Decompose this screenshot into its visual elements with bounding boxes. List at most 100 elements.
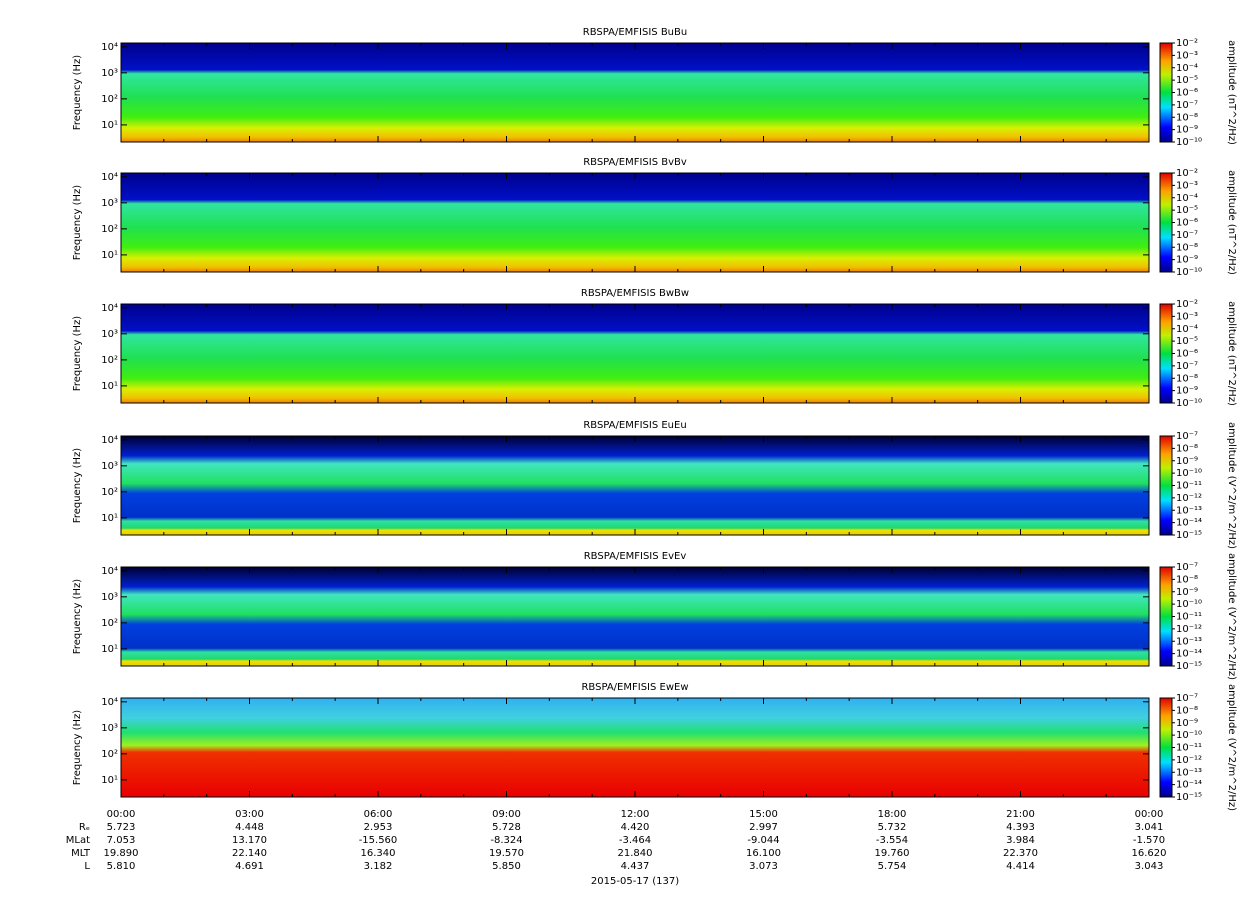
- colorbar-tick-label: 10⁻⁶: [1176, 88, 1198, 99]
- colorbar: [1159, 697, 1173, 798]
- y-tick-label: 10⁴: [101, 566, 118, 577]
- x-tick-label: 12:00: [621, 809, 650, 820]
- x-tick-label: 00:00: [1135, 809, 1164, 820]
- colorbar-tick-label: 10⁻¹¹: [1176, 612, 1202, 623]
- colorbar-tick-label: 10⁻¹⁰: [1176, 137, 1202, 148]
- y-tick-label: 10¹: [101, 775, 118, 786]
- colorbar-label: amplitude (V^2/m^2/Hz): [1226, 553, 1237, 680]
- y-tick-label: 10⁴: [101, 303, 118, 314]
- ephemeris-label: MLat: [66, 835, 90, 846]
- date-label: 2015-05-17 (137): [591, 876, 679, 887]
- ephemeris-value: -3.554: [876, 835, 908, 846]
- ephemeris-value: 2.997: [749, 822, 778, 833]
- y-axis-label: Frequency (Hz): [72, 710, 83, 786]
- colorbar-tick-label: 10⁻⁹: [1176, 255, 1198, 266]
- ephemeris-value: 4.448: [235, 822, 264, 833]
- colorbar-tick-label: 10⁻⁴: [1176, 324, 1198, 335]
- x-tick-label: 18:00: [878, 809, 907, 820]
- colorbar-tick-label: 10⁻⁷: [1176, 230, 1198, 241]
- colorbar-tick-label: 10⁻¹⁰: [1176, 599, 1202, 610]
- colorbar-tick-label: 10⁻¹³: [1176, 767, 1202, 778]
- ephemeris-value: 5.723: [107, 822, 136, 833]
- colorbar-tick-label: 10⁻⁴: [1176, 63, 1198, 74]
- ephemeris-value: 4.437: [621, 861, 650, 872]
- ephemeris-value: 3.984: [1006, 835, 1035, 846]
- spectrogram-image: [121, 304, 1149, 403]
- colorbar-label: amplitude (nT^2/Hz): [1226, 40, 1237, 145]
- colorbar: [1159, 42, 1173, 143]
- ephemeris-value: 16.100: [746, 848, 781, 859]
- panel-title: RBSPA/EMFISIS BvBv: [583, 157, 687, 168]
- y-tick-label: 10²: [101, 749, 118, 760]
- ephemeris-value: 4.691: [235, 861, 264, 872]
- ephemeris-value: 5.728: [492, 822, 521, 833]
- y-tick-label: 10³: [101, 592, 118, 603]
- colorbar-tick-label: 10⁻²: [1176, 299, 1198, 310]
- ephemeris-value: 4.414: [1006, 861, 1035, 872]
- ephemeris-value: 19.570: [489, 848, 524, 859]
- colorbar-tick-label: 10⁻²: [1176, 168, 1198, 179]
- ephemeris-label: L: [84, 861, 90, 872]
- ephemeris-value: -1.570: [1133, 835, 1165, 846]
- ephemeris-value: 16.620: [1132, 848, 1167, 859]
- y-axis-label: Frequency (Hz): [72, 316, 83, 392]
- y-tick-label: 10³: [101, 198, 118, 209]
- y-axis-label: Frequency (Hz): [72, 579, 83, 655]
- ephemeris-value: 13.170: [232, 835, 267, 846]
- ephemeris-value: 22.370: [1003, 848, 1038, 859]
- y-tick-label: 10²: [101, 224, 118, 235]
- colorbar-tick-label: 10⁻⁸: [1176, 443, 1198, 454]
- ephemeris-value: 19.760: [875, 848, 910, 859]
- colorbar-label: amplitude (nT^2/Hz): [1226, 170, 1237, 275]
- colorbar-tick-label: 10⁻¹⁰: [1176, 730, 1202, 741]
- colorbar: [1159, 303, 1173, 404]
- colorbar-tick-label: 10⁻¹⁰: [1176, 267, 1202, 278]
- colorbar-label: amplitude (nT^2/Hz): [1226, 301, 1237, 406]
- colorbar-tick-label: 10⁻³: [1176, 311, 1198, 322]
- colorbar-tick-label: 10⁻¹²: [1176, 493, 1202, 504]
- panel-title: RBSPA/EMFISIS EuEu: [583, 420, 686, 431]
- colorbar-tick-label: 10⁻⁵: [1176, 75, 1198, 86]
- ephemeris-value: 19.890: [104, 848, 139, 859]
- x-tick-label: 15:00: [749, 809, 778, 820]
- colorbar-tick-label: 10⁻¹⁴: [1176, 518, 1202, 529]
- colorbar-tick-label: 10⁻⁴: [1176, 193, 1198, 204]
- ephemeris-value: 2.953: [364, 822, 393, 833]
- ephemeris-value: 3.182: [364, 861, 393, 872]
- ephemeris-value: 3.043: [1135, 861, 1164, 872]
- panel-title: RBSPA/EMFISIS BwBw: [581, 288, 689, 299]
- panel-title: RBSPA/EMFISIS EwEw: [581, 682, 688, 693]
- colorbar-tick-label: 10⁻⁹: [1176, 718, 1198, 729]
- colorbar-tick-label: 10⁻⁷: [1176, 361, 1198, 372]
- y-tick-label: 10²: [101, 94, 118, 105]
- panel-title: RBSPA/EMFISIS EvEv: [584, 551, 687, 562]
- ephemeris-value: 5.810: [107, 861, 136, 872]
- y-tick-label: 10¹: [101, 250, 118, 261]
- x-tick-label: 03:00: [235, 809, 264, 820]
- colorbar-label: amplitude (V^2/m^2/Hz): [1226, 422, 1237, 549]
- colorbar-tick-label: 10⁻¹⁵: [1176, 661, 1202, 672]
- spectrogram-image: [121, 173, 1149, 272]
- colorbar-tick-label: 10⁻⁷: [1176, 100, 1198, 111]
- colorbar-tick-label: 10⁻⁹: [1176, 456, 1198, 467]
- y-tick-label: 10⁴: [101, 42, 118, 53]
- x-tick-label: 21:00: [1006, 809, 1035, 820]
- ephemeris-label: Rₑ: [79, 822, 90, 833]
- colorbar-tick-label: 10⁻⁸: [1176, 112, 1198, 123]
- y-axis-label: Frequency (Hz): [72, 448, 83, 524]
- y-axis-label: Frequency (Hz): [72, 55, 83, 131]
- y-tick-label: 10¹: [101, 120, 118, 131]
- y-tick-label: 10³: [101, 329, 118, 340]
- ephemeris-value: 4.393: [1006, 822, 1035, 833]
- colorbar-tick-label: 10⁻¹⁴: [1176, 780, 1202, 791]
- colorbar-tick-label: 10⁻⁸: [1176, 242, 1198, 253]
- panel-title: RBSPA/EMFISIS BuBu: [583, 27, 687, 38]
- y-tick-label: 10³: [101, 68, 118, 79]
- spectrogram-image: [121, 43, 1149, 142]
- colorbar-tick-label: 10⁻¹¹: [1176, 481, 1202, 492]
- colorbar-tick-label: 10⁻¹²: [1176, 755, 1202, 766]
- plot-area: RBSPA/EMFISIS BuBu 10¹ 10² 10³ 10⁴ Frequency …: [66, 27, 1237, 887]
- colorbar-tick-label: 10⁻¹³: [1176, 505, 1202, 516]
- y-tick-label: 10²: [101, 618, 118, 629]
